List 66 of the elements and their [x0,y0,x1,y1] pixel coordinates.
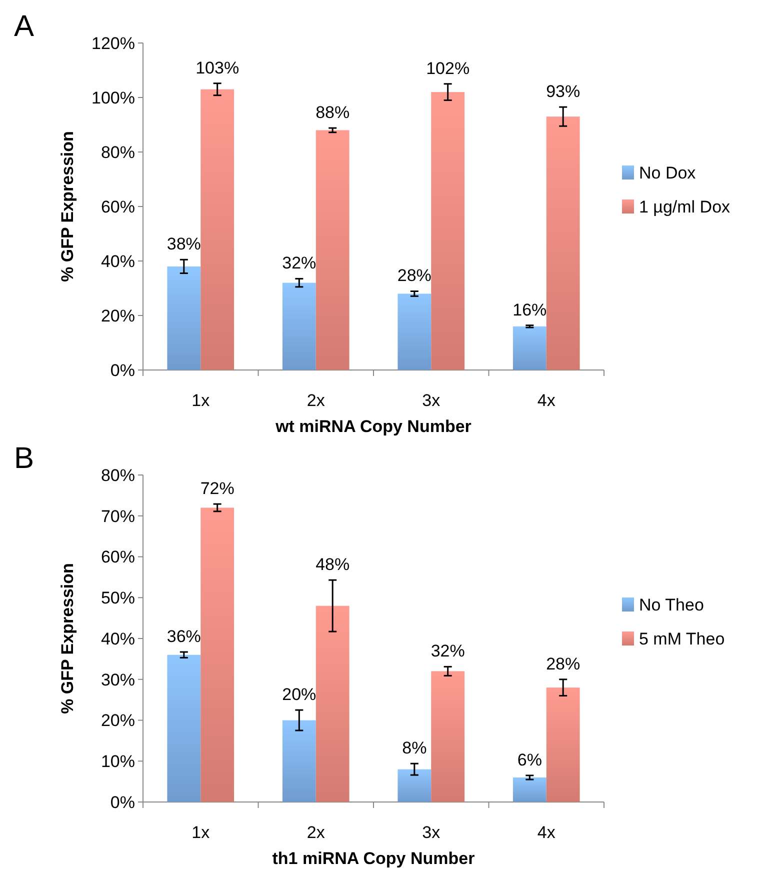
text: 28% [546,654,580,674]
y-tick-label: 30% [100,670,135,690]
text: 32% [430,642,465,661]
y-tick-label: 10% [100,752,135,772]
y-tick-label: 0% [110,792,135,812]
text: 88% [316,103,350,122]
legend-label: 5 mM Theo [639,629,725,648]
y-tick-label: 80% [100,466,135,485]
y-axis-title: % GFP Expression [58,563,77,714]
x-tick-label: 1x [192,391,210,410]
y-tick-label: 50% [100,588,135,608]
bar [398,769,432,802]
chart-title: A [14,10,34,43]
bar [431,671,465,802]
x-tick-label: 1x [192,823,210,842]
bar [167,654,201,802]
text: 103% [196,58,240,78]
y-tick-label: 70% [100,506,135,526]
text: 72% [200,479,234,498]
text: 32% [282,254,316,273]
x-tick-label: 2x [306,391,326,410]
bar [282,282,316,370]
y-tick-label: 40% [100,629,135,648]
bar [546,116,580,370]
bar [200,89,234,370]
x-axis-title: wt miRNA Copy Number [274,417,472,436]
text: 38% [166,234,201,254]
y-tick-label: 60% [100,548,135,567]
x-tick-label: 3x [422,823,441,842]
x-tick-label: 3x [422,391,441,410]
bar [282,720,316,802]
text: 93% [546,82,580,102]
text: 8% [402,738,427,758]
bar [398,294,432,370]
legend-label: No Theo [639,595,704,614]
x-axis-title: th1 miRNA Copy Number [272,849,476,868]
y-axis-title: % GFP Expression [58,131,77,282]
legend-label: 1 µg/ml Dox [639,197,731,216]
x-tick-label: 4x [537,391,556,410]
x-tick-label: 2x [306,823,326,842]
x-tick-label: 4x [537,823,556,842]
bar [167,266,201,370]
y-tick-label: 40% [100,252,135,271]
bar [316,130,350,370]
y-tick-label: 60% [100,197,135,216]
bar [512,326,546,370]
bar [316,606,350,802]
bar [431,92,465,370]
y-tick-label: 0% [110,360,135,380]
bar [200,508,234,802]
chart-title: B [14,442,34,475]
y-tick-label: 20% [100,306,135,326]
legend-label: No Dox [639,163,696,182]
text: 20% [282,685,316,704]
text: 36% [166,626,201,646]
text: 48% [316,555,350,574]
text: 102% [426,58,470,78]
bar [512,777,546,802]
y-tick-label: 100% [92,88,135,108]
bar [546,688,580,802]
text: 28% [397,266,432,286]
y-tick-label: 20% [100,711,135,730]
y-tick-label: 80% [100,142,135,162]
y-tick-label: 120% [92,34,135,53]
text: 16% [512,300,547,320]
text: 6% [517,750,542,770]
